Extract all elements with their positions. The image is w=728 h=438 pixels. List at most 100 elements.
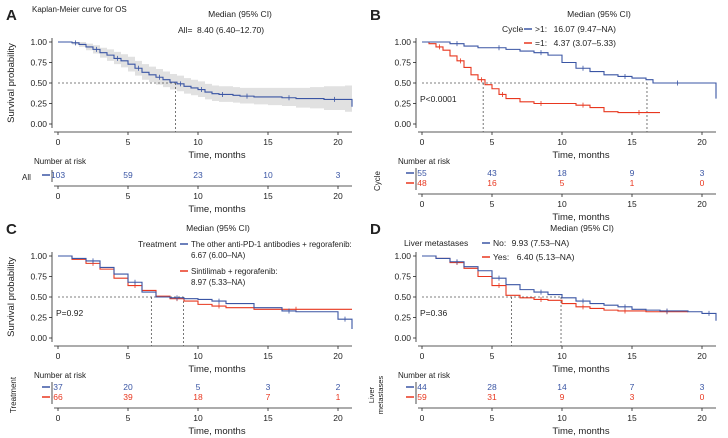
panel-c-xtick-label: 0 (56, 351, 61, 361)
panel-c-risk-strata-title: Treatment (9, 376, 18, 413)
panel-c-ytick-label: 1.00 (30, 251, 47, 261)
panel-d-legend-median: 9.93 (7.53–NA) (512, 238, 570, 248)
panel-c-risk-xtick-label: 15 (263, 413, 273, 423)
panel-b-ytick-label: 0.00 (394, 119, 411, 129)
panel-b-xtick-label: 15 (627, 137, 637, 147)
panel-c-legend-header: Median (95% CI) (186, 223, 250, 233)
panel-d-risk-value: 14 (557, 382, 567, 392)
panel-b-risk-xtick-label: 5 (490, 199, 495, 209)
panel-b-xtick-label: 10 (557, 137, 567, 147)
panel-c-ytick-label: 0.50 (30, 292, 47, 302)
panel-a-legend-label: All= (178, 25, 192, 35)
panel-c-risk-value: 3 (266, 382, 271, 392)
panel-b-legend-header: Median (95% CI) (567, 9, 631, 19)
panel-b-ytick-label: 0.50 (394, 78, 411, 88)
panel-c-xtick-label: 15 (263, 351, 273, 361)
panel-d-ytick-label: 0.50 (394, 292, 411, 302)
panel-b-risk-value: 43 (487, 168, 497, 178)
panel-c-curve-blue (58, 255, 353, 329)
panel-d-risk-value: 3 (630, 392, 635, 402)
panel-a-legend-header: Median (95% CI) (208, 9, 272, 19)
panel-d-ytick-label: 0.00 (394, 333, 411, 343)
panel-b-risk-value: 1 (630, 178, 635, 188)
panel-c-risk-xtick-label: 5 (126, 413, 131, 423)
panel-b-risk-value: 48 (417, 178, 427, 188)
panel-b-ytick-label: 0.75 (394, 58, 411, 68)
panel-a-xtick-label: 5 (126, 137, 131, 147)
panel-c-ytick-label: 0.00 (30, 333, 47, 343)
panel-b-risk-title: Number at risk (398, 157, 451, 166)
panel-b-risk-xtick-label: 15 (627, 199, 637, 209)
panel-a-risk-xtick-label: 15 (263, 191, 273, 201)
panel-c-legend-median: 8.97 (5.33–NA) (191, 278, 246, 287)
panel-a-risk-title: Number at risk (34, 157, 87, 166)
panel-d-curve-red (422, 255, 688, 313)
panel-a-risk-value: 10 (263, 170, 273, 180)
panel-b-legend-label: =1: (535, 38, 547, 48)
panel-c-ylabel: Survival probability (6, 257, 17, 337)
panel-d-risk-value: 44 (417, 382, 427, 392)
panel-c-letter: C (6, 221, 17, 238)
panel-c-pvalue: P=0.92 (56, 308, 83, 318)
panel-c-risk-value: 20 (123, 382, 133, 392)
panel-d-pvalue: P=0.36 (420, 308, 447, 318)
panel-d-risk-value: 0 (700, 392, 705, 402)
panel-d-ytick-label: 0.75 (394, 272, 411, 282)
panel-c-xtick-label: 20 (333, 351, 343, 361)
panel-a-risk-xtick-label: 20 (333, 191, 343, 201)
panel-a-ytick-label: 0.75 (30, 58, 47, 68)
panel-a-xtick-label: 20 (333, 137, 343, 147)
panel-c-risk-xtick-label: 10 (193, 413, 203, 423)
panel-c-ytick-label: 0.25 (30, 313, 47, 323)
panel-b-risk-xtick-label: 20 (697, 199, 707, 209)
panel-b-legend-title: Cycle (502, 24, 524, 34)
panel-c-risk-title: Number at risk (34, 371, 87, 380)
panel-a-curve-blue (58, 41, 353, 107)
panel-d-ytick-label: 1.00 (394, 251, 411, 261)
panel-a-ytick-label: 0.00 (30, 119, 47, 129)
panel-b-risk-value: 55 (417, 168, 427, 178)
panel-c-legend-median: 6.67 (6.00–NA) (191, 251, 246, 260)
panel-d-risk-value: 59 (417, 392, 427, 402)
panel-d-risk-value: 3 (700, 382, 705, 392)
panel-b-xtick-label: 5 (490, 137, 495, 147)
panel-d-risk-strata-title-2: metastases (376, 376, 385, 415)
panel-c-risk-value: 37 (53, 382, 63, 392)
panel-c-risk-xtick-label: 20 (333, 413, 343, 423)
panel-b-ytick-label: 1.00 (394, 37, 411, 47)
panel-a-xtick-label: 15 (263, 137, 273, 147)
panel-a-risk-xtick-label: 5 (126, 191, 131, 201)
panel-d-risk-value: 28 (487, 382, 497, 392)
panel-c-ytick-label: 0.75 (30, 272, 47, 282)
panel-c-risk-value: 39 (123, 392, 133, 402)
panel-d-risk-value: 31 (487, 392, 497, 402)
panel-a-risk-value: 59 (123, 170, 133, 180)
panel-d-risk-value: 7 (630, 382, 635, 392)
panel-c-legend-title: Treatment (138, 239, 177, 249)
panel-c-xlabel: Time, months (188, 364, 245, 375)
panel-c-curve-red (58, 255, 352, 310)
panel-d-xtick-label: 10 (557, 351, 567, 361)
panel-b-legend-label: >1: (535, 24, 547, 34)
panel-b-letter: B (370, 7, 381, 24)
panel-a-risk-value: 23 (193, 170, 203, 180)
panel-a-risk-xtick-label: 0 (56, 191, 61, 201)
panel-c-risk-value: 7 (266, 392, 271, 402)
panel-d-risk-xtick-label: 10 (557, 413, 567, 423)
panel-b-risk-value: 3 (700, 168, 705, 178)
panel-d-legend-header: Median (95% CI) (550, 223, 614, 233)
panel-c-legend-label: Sintilimab + regorafenib: (191, 267, 278, 276)
panel-d-legend-label: Yes: (493, 252, 509, 262)
panel-c-risk-xlabel: Time, months (188, 426, 245, 437)
panel-d-ytick-label: 0.25 (394, 313, 411, 323)
panel-d-curve-blue (422, 255, 717, 321)
panel-b-risk-xlabel: Time, months (552, 212, 609, 223)
panel-b-legend-median: 4.37 (3.07–5.33) (554, 38, 617, 48)
panel-a-risk-xtick-label: 10 (193, 191, 203, 201)
panel-a-ytick-label: 1.00 (30, 37, 47, 47)
panel-c-risk-value: 2 (336, 382, 341, 392)
panel-a-xtick-label: 10 (193, 137, 203, 147)
panel-d-xtick-label: 0 (420, 351, 425, 361)
panel-a-risk-value: 103 (51, 170, 65, 180)
